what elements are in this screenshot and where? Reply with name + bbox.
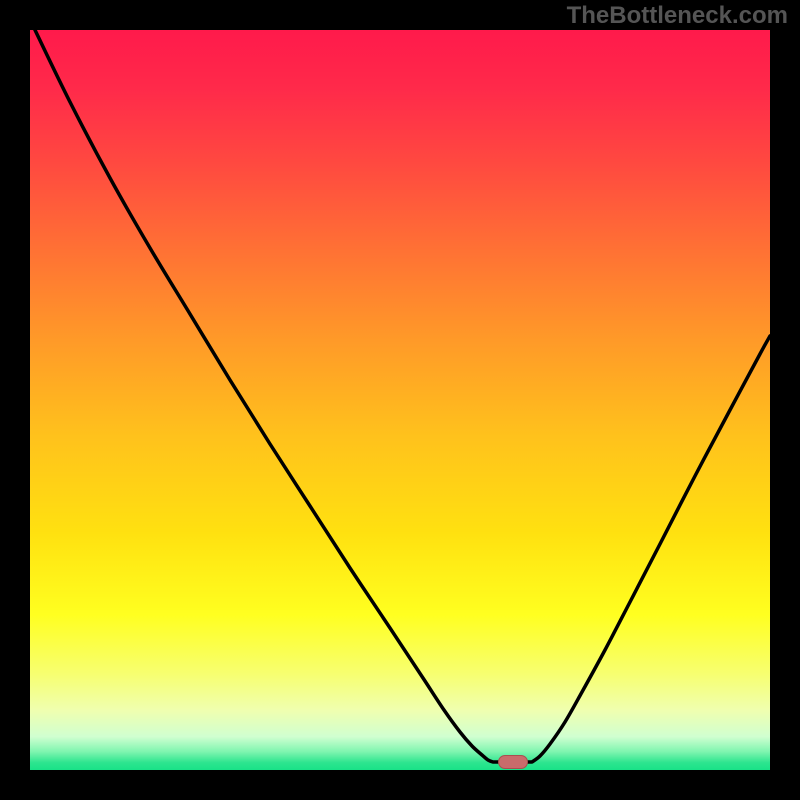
chart-plot-area <box>30 30 770 770</box>
watermark-text: TheBottleneck.com <box>567 2 788 30</box>
minimum-marker <box>498 755 528 769</box>
bottleneck-curve <box>30 30 770 770</box>
